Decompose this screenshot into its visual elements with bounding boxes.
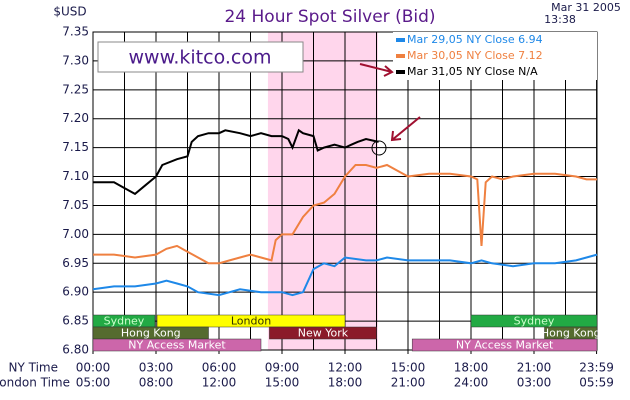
y-tick-label: 6.85 [62,314,89,328]
y-tick-label: 6.90 [62,285,89,299]
watermark: www.kitco.com [128,47,271,69]
session-label: Sydney [514,315,555,328]
y-tick-label: 7.25 [62,82,89,96]
session-label: NY Access Market [128,339,226,352]
session-bar [470,314,598,328]
y-tick-label: 7.10 [62,169,89,183]
x-row-label: London Time [0,376,70,390]
legend-label: Mar 31,05 NY Close N/A [407,65,538,78]
y-tick-label: 7.35 [62,25,89,39]
x-row-label: NY Time [9,361,59,375]
x-tick-label: 15:00 [391,361,426,375]
y-tick-label: 6.95 [62,256,89,270]
y-tick-label: 7.05 [62,198,89,212]
y-tick-label: 7.20 [62,111,89,125]
current-marker [371,140,387,156]
legend-label: Mar 29,05 NY Close 6.94 [407,33,543,46]
session-label: New York [298,327,349,340]
x-tick-label: 12:00 [328,361,363,375]
x-tick-label: 18:00 [454,361,489,375]
x-tick-label: 21:00 [517,361,552,375]
session-label: Sydney [104,315,145,328]
background-layer [92,31,598,354]
session-bar [92,338,262,352]
session-bar [269,326,377,340]
session-bar [156,314,346,328]
plot-layer: 6.80 6.85 6.90 6.95 7.00 7.05 7.10 7.15 7.20 7.25… [62,25,614,390]
y-tick-label: 6.80 [62,343,89,357]
legend-swatch [396,38,405,42]
legend-box [393,32,597,80]
legend-swatch [396,54,405,58]
x-tick-label: 09:00 [265,361,300,375]
y-tick-label: 7.15 [62,140,89,154]
x-tick-label: 23:59 [579,361,614,375]
x2-tick-label: 18:00 [328,376,363,390]
x2-tick-label: 12:00 [202,376,237,390]
x2-tick-label: 24:00 [454,376,489,390]
y-tick-label: 7.00 [62,227,89,241]
session-bar [411,338,598,352]
chart-title: 24 Hour Spot Silver (Bid) [224,7,435,27]
decoration: www.kitco.com [97,41,421,156]
legend-swatch [396,70,405,74]
date: Mar 31 2005 [551,1,621,14]
y-unit: $USD [53,5,86,19]
series-line [92,253,598,297]
session-label: NY Access Market [456,339,554,352]
legend-label: Mar 30,05 NY Close 7.12 [407,49,543,62]
arrow [390,116,421,142]
series-line [93,163,597,265]
x-tick-label: 06:00 [202,361,237,375]
x-tick-label: 00:00 [76,361,111,375]
watermark-box [97,41,304,73]
highlight-band [267,32,378,350]
x2-tick-label: 15:00 [265,376,300,390]
session-label: Hong Kong [541,327,601,340]
plot-border [92,31,598,351]
y-tick-label: 7.30 [62,53,89,67]
session-label: Hong Kong [121,327,181,340]
x2-tick-label: 21:00 [391,376,426,390]
series-line [93,128,379,196]
x2-tick-label: 05:59 [579,376,614,390]
arrow [359,63,394,77]
session-label: London [231,315,271,328]
x-tick-label: 03:00 [139,361,174,375]
x2-tick-label: 03:00 [517,376,552,390]
x2-tick-label: 08:00 [139,376,174,390]
x2-tick-label: 05:00 [76,376,111,390]
time: 13:38 [544,13,576,26]
